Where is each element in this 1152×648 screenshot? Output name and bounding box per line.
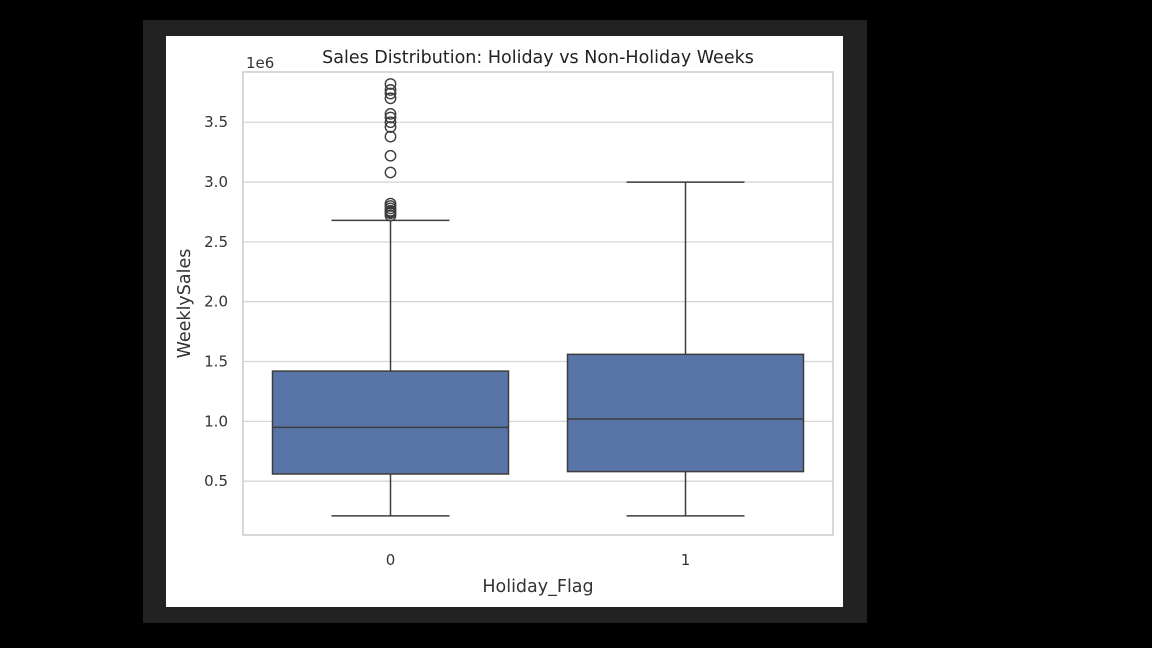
- x-tick-label: 1: [681, 551, 691, 569]
- chart-title: Sales Distribution: Holiday vs Non-Holid…: [322, 48, 754, 68]
- outlier-point: [384, 111, 397, 124]
- boxes-layer: [271, 78, 805, 517]
- outlier-point: [384, 84, 397, 96]
- x-tick-label: 0: [386, 551, 396, 569]
- y-tick-label: 3.0: [204, 173, 228, 191]
- outlier-point: [384, 78, 397, 90]
- y-tick-label: 3.5: [204, 113, 228, 131]
- y-axis-offset-label: 1e6: [246, 54, 274, 72]
- outlier-point: [384, 130, 397, 143]
- y-tick-label: 0.5: [204, 472, 228, 490]
- outlier-point: [384, 107, 397, 120]
- outlier-point: [384, 197, 397, 210]
- y-axis-label: WeeklySales: [175, 249, 195, 359]
- box-group-1: [566, 181, 805, 517]
- box-iqr: [566, 353, 805, 473]
- outlier-point: [384, 149, 397, 162]
- box-group-0: [271, 78, 510, 517]
- y-tick-label: 1.0: [204, 412, 228, 430]
- y-tick-label: 2.5: [204, 233, 228, 251]
- figure-canvas: [166, 36, 843, 607]
- outlier-point: [384, 87, 397, 100]
- y-tick-labels: 0.5 1.0 1.5 2.0 2.5 3.0 3.5: [204, 113, 228, 490]
- plot-area-border: [242, 71, 834, 536]
- outlier-point: [384, 121, 397, 133]
- outlier-point: [384, 166, 397, 179]
- outlier-point: [384, 116, 397, 129]
- x-axis-label: Holiday_Flag: [482, 577, 593, 597]
- y-tick-label: 2.0: [204, 293, 228, 311]
- y-tick-label: 1.5: [204, 353, 228, 371]
- outlier-point: [384, 92, 397, 105]
- box-iqr: [271, 370, 510, 475]
